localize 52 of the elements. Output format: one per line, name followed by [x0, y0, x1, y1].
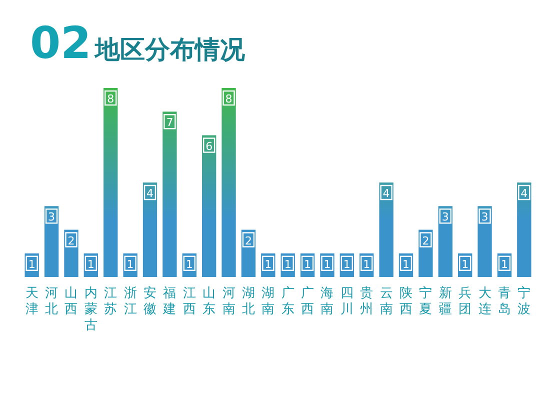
x-tick-label: 云南	[380, 286, 393, 317]
data-label: 4	[520, 187, 528, 200]
x-tick-label: 浙江	[124, 286, 137, 317]
x-tick-label: 陕西	[400, 286, 412, 317]
data-label: 1	[304, 258, 312, 271]
data-label: 3	[48, 210, 56, 224]
x-tick-label: 海南	[320, 286, 334, 317]
x-tick-label: 河南	[222, 286, 236, 317]
data-label: 7	[166, 116, 174, 130]
data-label: 1	[500, 258, 508, 271]
data-label: 6	[206, 140, 213, 153]
data-label: 1	[126, 258, 134, 271]
data-label: 1	[363, 258, 370, 271]
x-tick-label: 安徽	[144, 285, 156, 317]
x-tick-label: 内蒙古	[84, 286, 98, 333]
x-tick-label: 新疆	[438, 286, 452, 317]
data-label: 4	[382, 187, 390, 200]
data-label: 2	[422, 234, 430, 248]
x-tick-label: 河北	[45, 286, 58, 317]
data-label: 1	[402, 258, 410, 271]
data-label: 1	[264, 258, 272, 271]
data-label: 8	[107, 92, 114, 106]
x-tick-label: 贵州	[360, 286, 374, 317]
x-tick-label: 宁夏	[419, 285, 432, 317]
data-label: 4	[146, 187, 154, 200]
data-label: 2	[68, 234, 75, 248]
x-tick-label: 广西	[301, 286, 314, 317]
x-tick-label: 江西	[182, 286, 196, 317]
data-label: 3	[442, 210, 449, 224]
x-tick-label: 湖南	[262, 286, 275, 317]
data-label: 3	[481, 210, 488, 224]
data-label: 1	[462, 258, 469, 271]
x-tick-label: 青岛	[498, 286, 511, 317]
x-tick-label: 四川	[340, 286, 354, 317]
data-label: 1	[343, 258, 350, 271]
x-tick-label: 大连	[478, 286, 492, 317]
data-label: 1	[186, 258, 193, 271]
data-label: 1	[324, 258, 331, 271]
x-tick-label: 广东	[281, 286, 294, 317]
data-label: 1	[87, 258, 94, 271]
x-tick-label: 山东	[202, 286, 216, 317]
x-tick-label: 山西	[64, 286, 78, 317]
data-label: 1	[28, 258, 36, 271]
data-label: 2	[244, 234, 252, 248]
x-tick-label: 江苏	[104, 286, 118, 317]
data-label: 1	[284, 258, 292, 271]
x-tick-label: 福建	[162, 286, 176, 317]
x-tick-label: 湖北	[242, 286, 255, 317]
x-tick-label: 天津	[25, 286, 38, 317]
data-label: 8	[225, 92, 232, 106]
x-tick-label: 兵团	[458, 286, 472, 317]
x-tick-label: 宁波	[518, 285, 531, 317]
